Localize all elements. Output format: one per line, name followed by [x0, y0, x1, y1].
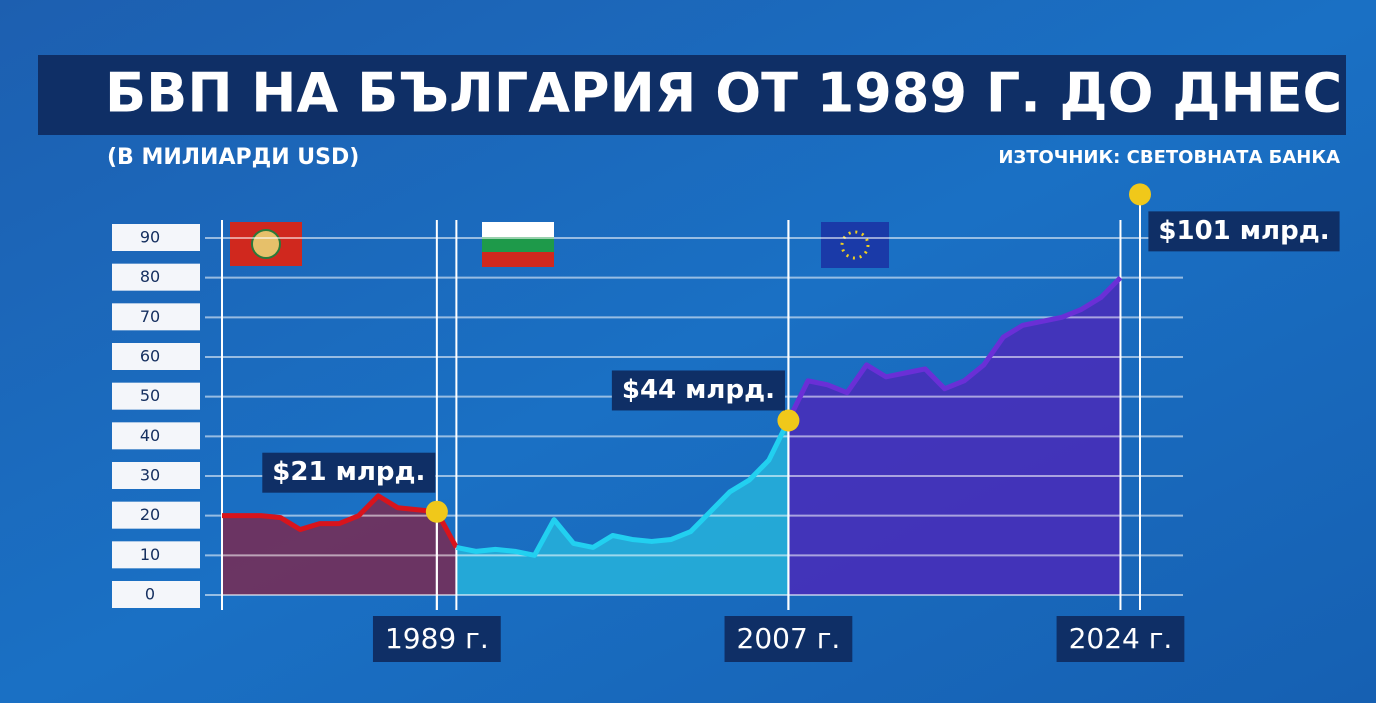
series-line [786, 275, 1123, 422]
flag-eu-stars [840, 230, 870, 260]
y-tick-box [112, 224, 200, 251]
x-tick-label: 1989 г. [385, 622, 489, 655]
annotation-box [262, 452, 436, 493]
area [222, 495, 457, 595]
x-tick-box [1056, 616, 1185, 662]
y-tick-box [112, 541, 200, 569]
y-tick-label: 30 [140, 466, 160, 485]
flag-bg-white [482, 222, 554, 237]
flag-emblem [251, 229, 281, 259]
y-tick-label: 70 [140, 307, 160, 326]
subtitle: (В МИЛИАРДИ USD) [107, 145, 359, 170]
x-tick-label: 2007 г. [737, 622, 841, 655]
annotation-dot [777, 409, 800, 432]
y-tick-label: 0 [145, 585, 155, 604]
annotation-box [1148, 211, 1340, 252]
y-tick-label: 80 [140, 267, 160, 286]
chart-title: БВП НА БЪЛГАРИЯ ОТ 1989 Г. ДО ДНЕС [105, 62, 1342, 125]
y-tick-label: 10 [140, 545, 160, 564]
annotation-dot [425, 500, 448, 523]
annotation-dot [1129, 183, 1151, 206]
annotation-label: $44 млрд. [622, 375, 775, 405]
title-bar [38, 55, 1346, 135]
y-tick-box [112, 382, 200, 410]
y-tick-box [112, 343, 200, 370]
flags [230, 222, 889, 268]
y-tick-box [112, 462, 200, 489]
annotation-label: $101 млрд. [1158, 216, 1329, 246]
y-tick-box [112, 422, 200, 450]
y-tick-label: 60 [140, 347, 160, 366]
labels: 0 10 20 30 40 50 60 70 80 90 1989 г. 2007 г. 2024 г.… [112, 183, 1340, 662]
y-tick-label: 20 [140, 505, 160, 524]
y-tick-box [112, 581, 200, 608]
y-tick-label: 40 [140, 426, 160, 445]
y-tick-box [112, 303, 200, 331]
flag-bg-red [482, 252, 554, 267]
x-tick-box [372, 616, 501, 662]
y-tick-box [112, 501, 200, 529]
series-line [222, 493, 459, 549]
y-tick-label: 50 [140, 386, 160, 405]
x-tick-box [724, 616, 853, 662]
x-tick-label: 2024 г. [1069, 622, 1173, 655]
annotation-box [611, 370, 785, 411]
y-tick-label: 90 [140, 228, 160, 247]
source: ИЗТОЧНИК: СВЕТОВНАТА БАНКА [998, 147, 1340, 168]
series-line [455, 419, 791, 558]
flag-bg-green [482, 237, 554, 252]
flag-eu [821, 222, 889, 268]
y-tick-box [112, 263, 200, 291]
lines [222, 275, 1123, 558]
annotation-label: $21 млрд. [272, 457, 425, 487]
